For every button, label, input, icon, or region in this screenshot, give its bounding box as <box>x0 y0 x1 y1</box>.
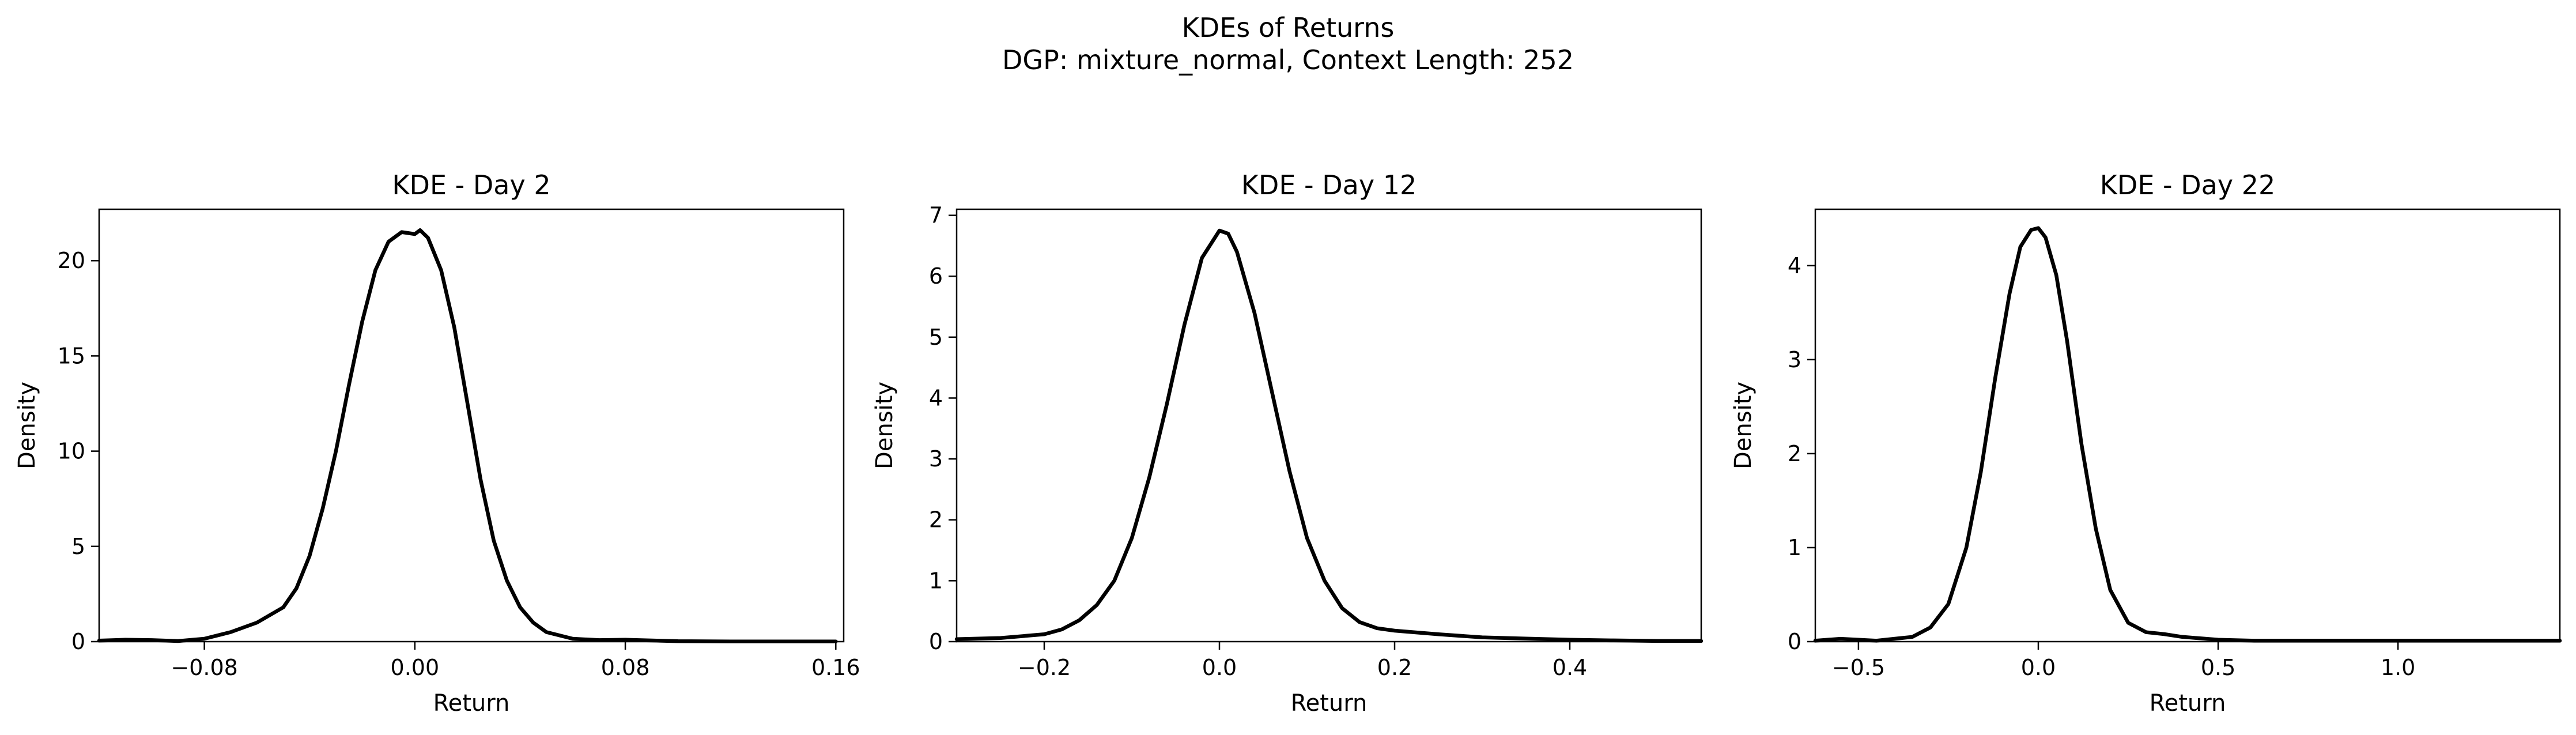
y-tick-label: 6 <box>929 263 943 289</box>
x-tick-label: 0.5 <box>2201 655 2235 680</box>
y-tick-label: 4 <box>929 385 943 410</box>
y-tick-label: 2 <box>929 507 943 533</box>
y-tick-label: 3 <box>1788 347 1801 372</box>
axes-frame <box>955 208 1702 643</box>
kde-line <box>954 228 1704 643</box>
y-tick-label: 0 <box>1788 629 1801 654</box>
x-tick-label: 1.0 <box>2381 655 2415 680</box>
y-axis-label: Density <box>871 382 898 469</box>
kde-line <box>1813 226 2562 643</box>
y-tick-label: 20 <box>58 248 85 273</box>
y-axis-label: Density <box>14 382 40 469</box>
y-tick-label: 15 <box>58 343 85 368</box>
x-tick-label: −0.5 <box>1832 655 1885 680</box>
x-tick-label: −0.2 <box>1018 655 1071 680</box>
y-tick-label: 1 <box>929 568 943 593</box>
subplot-day-12: −0.2 0.0 0.2 0.4 0 1 2 3 4 5 6 7 KDE - Day 12 Return D… <box>871 169 1704 717</box>
subplot-day-2: −0.08 0.00 0.08 0.16 0 5 10 15 20 KDE - Day 2 Retu… <box>14 169 860 717</box>
subplot-day-22: −0.5 0.0 0.5 1.0 0 1 2 3 4 KDE - Day 22 Return Dens… <box>1730 169 2562 717</box>
y-axis-label: Density <box>1730 382 1757 469</box>
y-tick-label: 5 <box>71 534 85 559</box>
y-tick-label: 3 <box>929 446 943 472</box>
x-tick-label: 0.00 <box>391 655 440 680</box>
kde-line <box>97 228 838 643</box>
y-tick-label: 4 <box>1788 253 1801 278</box>
axes-frame <box>98 208 845 643</box>
axes-frame <box>1814 208 2561 643</box>
x-tick-label: 0.0 <box>1202 655 1237 680</box>
subplot-title: KDE - Day 22 <box>2100 169 2275 201</box>
x-tick-label: −0.08 <box>171 655 237 680</box>
y-tick-label: 10 <box>58 439 85 464</box>
x-tick-label: 0.2 <box>1377 655 1412 680</box>
figure-title-line2: DGP: mixture_normal, Context Length: 252 <box>1002 44 1574 76</box>
y-tick-label: 0 <box>929 629 943 654</box>
x-tick-label: 0.0 <box>2021 655 2056 680</box>
x-axis-label: Return <box>1291 690 1368 717</box>
subplot-title: KDE - Day 12 <box>1241 169 1417 201</box>
subplot-title: KDE - Day 2 <box>392 169 550 201</box>
x-tick-label: 0.4 <box>1553 655 1587 680</box>
y-tick-label: 0 <box>71 629 85 654</box>
y-tick-label: 2 <box>1788 441 1801 466</box>
y-tick-label: 1 <box>1788 535 1801 560</box>
y-tick-label: 5 <box>929 325 943 350</box>
x-axis-label: Return <box>433 690 510 717</box>
figure-title-line1: KDEs of Returns <box>1182 12 1395 43</box>
x-tick-label: 0.08 <box>601 655 650 680</box>
x-tick-label: 0.16 <box>811 655 860 680</box>
x-axis-label: Return <box>2150 690 2226 717</box>
y-tick-label: 7 <box>929 203 943 228</box>
